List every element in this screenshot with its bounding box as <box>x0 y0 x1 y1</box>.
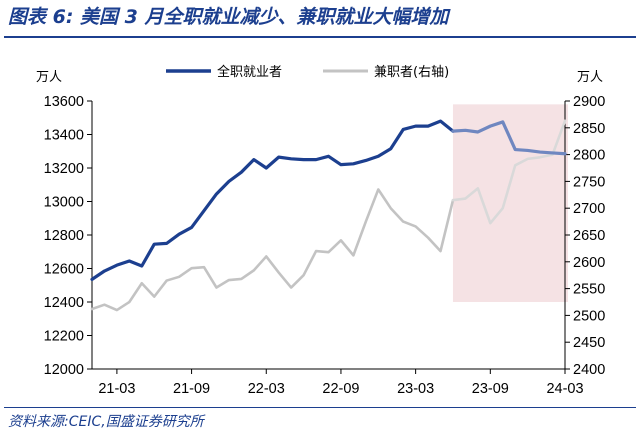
right-tick-label: 2500 <box>573 308 605 324</box>
x-tick-label: 21-03 <box>98 381 135 397</box>
left-tick-label: 13400 <box>44 128 84 144</box>
x-tick-label: 22-09 <box>322 381 359 397</box>
right-tick-label: 2700 <box>573 201 605 217</box>
legend: 全职就业者 兼职者(右轴) <box>166 64 449 80</box>
right-tick-label: 2900 <box>573 94 605 110</box>
x-tick-label: 23-09 <box>472 381 509 397</box>
source-divider <box>4 407 636 408</box>
right-tick-label: 2850 <box>573 121 605 137</box>
right-tick-label: 2600 <box>573 255 605 271</box>
right-tick-label: 2800 <box>573 148 605 164</box>
left-tick-label: 12000 <box>44 362 84 378</box>
line-chart: 12000 12200 12400 12600 12800 13000 13200 13400… <box>36 64 605 397</box>
x-tick-label: 23-03 <box>397 381 434 397</box>
highlight-region-group <box>452 104 568 302</box>
right-tick-label: 2400 <box>573 362 605 378</box>
left-tick-label: 12400 <box>44 295 84 311</box>
right-tick-label: 2550 <box>573 282 605 298</box>
x-tick-label: 24-03 <box>546 381 583 397</box>
legend-label-parttime: 兼职者(右轴) <box>374 65 449 80</box>
source-note: 资料来源:CEIC,国盛证券研究所 <box>8 414 204 430</box>
axes-group: 12000 12200 12400 12600 12800 13000 13200 13400… <box>36 70 605 397</box>
left-tick-label: 13600 <box>44 94 84 110</box>
left-tick-label: 13000 <box>44 195 84 211</box>
left-tick-label: 12600 <box>44 262 84 278</box>
right-tick-label: 2650 <box>573 228 605 244</box>
figure-title: 图表 6: 美国 3 月全职就业减少、兼职就业大幅增加 <box>8 6 449 28</box>
series-group <box>90 119 567 312</box>
x-tick-label: 22-03 <box>248 381 285 397</box>
right-tick-label: 2450 <box>573 335 605 351</box>
series-line-parttime <box>90 188 455 312</box>
left-tick-label: 12800 <box>44 228 84 244</box>
title-divider <box>4 36 636 38</box>
right-tick-label: 2750 <box>573 174 605 190</box>
legend-label-fulltime: 全职就业者 <box>217 64 282 80</box>
left-tick-label: 12200 <box>44 329 84 345</box>
left-axis-unit: 万人 <box>36 70 62 85</box>
left-tick-label: 13200 <box>44 161 84 177</box>
series-line-fulltime <box>90 119 455 281</box>
highlight-region <box>452 104 568 302</box>
x-tick-label: 21-09 <box>173 381 210 397</box>
right-axis-unit: 万人 <box>577 70 603 85</box>
series-line-fulltime-highlighted <box>451 120 567 156</box>
series-line-parttime-highlighted <box>451 119 567 225</box>
